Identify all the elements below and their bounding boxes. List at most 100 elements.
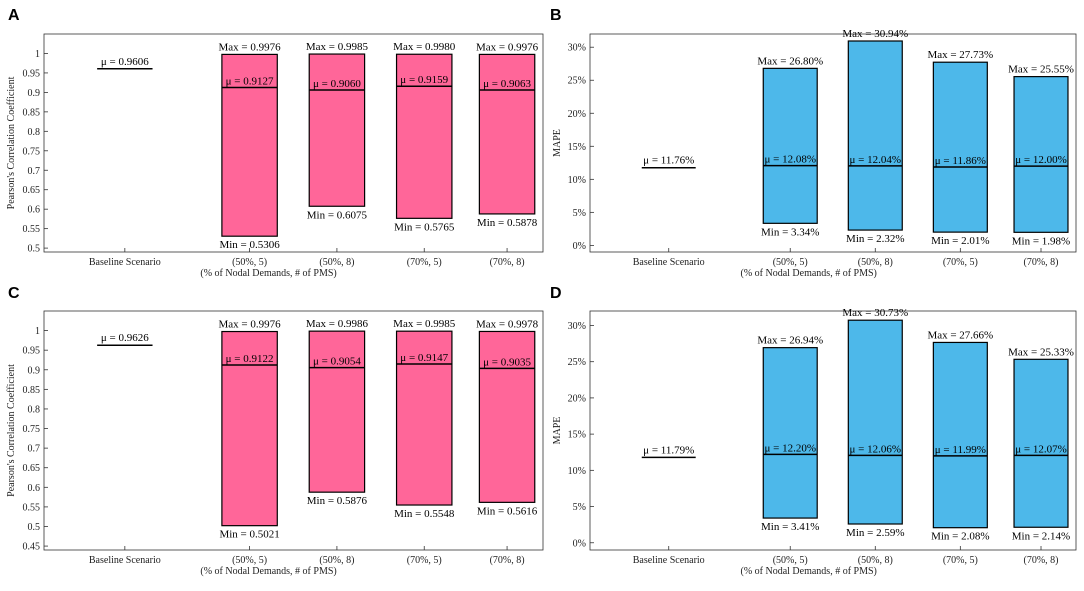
y-tick-label: 0.75: [23, 424, 41, 435]
min-label: Min = 0.5765: [394, 221, 455, 233]
x-tick-label: (50%, 5): [232, 555, 267, 566]
y-tick-label: 0.9: [28, 88, 41, 99]
panel-letter-b: B: [550, 7, 562, 24]
max-label: Max = 0.9976: [219, 319, 282, 331]
mean-label: μ = 0.9122: [226, 353, 274, 365]
x-tick-label: (70%, 5): [407, 555, 442, 566]
y-tick-label: 0.85: [23, 107, 41, 118]
x-tick-label: Baseline Scenario: [89, 257, 161, 268]
range-bar: [478, 330, 536, 503]
mean-label: μ = 12.07%: [1015, 443, 1067, 455]
x-axis-label: (% of Nodal Demands, # of PMS): [741, 268, 877, 279]
range-bar: [847, 319, 903, 525]
plot-frame: [589, 33, 1077, 253]
max-label: Max = 0.9976: [219, 41, 282, 53]
y-tick-label: 0.7: [28, 444, 41, 455]
y-tick-label: 25%: [568, 357, 586, 368]
plot-frame: [43, 33, 544, 253]
y-tick-label: 1: [35, 49, 40, 60]
min-label: Min = 2.14%: [1012, 530, 1070, 542]
y-tick-label: 30%: [568, 43, 586, 54]
y-tick-label: 1: [35, 326, 40, 337]
y-tick-label: 0.5: [28, 522, 41, 533]
y-tick-label: 0.6: [28, 483, 41, 494]
y-tick-label: 0.9: [28, 365, 41, 376]
min-label: Min = 0.5616: [477, 505, 538, 517]
range-bar: [762, 347, 818, 519]
x-tick-label: Baseline Scenario: [89, 555, 161, 566]
panel-letter-c: C: [8, 285, 20, 302]
y-axis-label: Pearson's Correlation Coefficient: [6, 364, 17, 497]
x-tick-label: (50%, 5): [773, 555, 808, 566]
x-tick-label: (50%, 8): [858, 555, 893, 566]
range-bar: [932, 61, 988, 233]
y-tick-label: 25%: [568, 76, 586, 87]
y-tick-label: 20%: [568, 393, 586, 404]
x-tick-label: (70%, 8): [1024, 257, 1059, 268]
x-tick-label: (50%, 8): [858, 257, 893, 268]
baseline-mean-label: μ = 0.9606: [101, 56, 149, 68]
x-tick-label: (70%, 8): [490, 257, 525, 268]
min-label: Min = 2.08%: [931, 531, 989, 543]
mean-label: μ = 12.20%: [764, 442, 816, 454]
x-tick-label: Baseline Scenario: [633, 257, 705, 268]
min-label: Min = 2.01%: [931, 235, 989, 247]
mean-label: μ = 11.99%: [935, 444, 986, 456]
x-tick-label: (70%, 5): [407, 257, 442, 268]
y-tick-label: 0.7: [28, 166, 41, 177]
panel-b: B 0% 5% 10% 15% 20% 25% 30% MAPE Baseline Scenar…: [550, 7, 1077, 279]
range-bar: [847, 40, 903, 231]
min-label: Min = 2.59%: [846, 527, 904, 539]
y-tick-label: 0.95: [23, 346, 41, 357]
max-label: Max = 0.9985: [393, 318, 456, 330]
max-label: Max = 25.33%: [1008, 346, 1074, 358]
range-bar: [1013, 76, 1069, 233]
baseline-mean-label: μ = 0.9626: [101, 332, 149, 344]
range-bar: [395, 330, 453, 506]
mean-label: μ = 0.9159: [400, 74, 448, 86]
x-tick-label: (70%, 8): [490, 555, 525, 566]
plot-frame: [43, 310, 544, 551]
y-tick-label: 0.65: [23, 185, 41, 196]
mean-label: μ = 11.86%: [935, 155, 986, 167]
range-bar: [1013, 358, 1069, 528]
y-tick-label: 0.8: [28, 127, 41, 138]
y-tick-label: 0.45: [23, 542, 41, 553]
range-bar: [762, 67, 818, 224]
mean-label: μ = 12.06%: [850, 443, 902, 455]
y-tick-label: 15%: [568, 142, 586, 153]
y-tick-label: 30%: [568, 321, 586, 332]
mean-label: μ = 12.04%: [850, 154, 902, 166]
y-tick-label: 0.95: [23, 68, 41, 79]
mean-label: μ = 0.9035: [483, 356, 531, 368]
min-label: Min = 0.5878: [477, 217, 538, 229]
y-tick-label: 0%: [573, 538, 586, 549]
panel-d: D 0% 5% 10% 15% 20% 25% 30% MAPE Baseline Scenar…: [550, 285, 1077, 577]
y-tick-label: 5%: [573, 208, 586, 219]
baseline-mean-label: μ = 11.79%: [643, 444, 694, 456]
max-label: Max = 27.73%: [927, 49, 993, 61]
min-label: Min = 0.6075: [307, 209, 368, 221]
range-bar: [932, 341, 988, 529]
x-tick-label: (70%, 5): [943, 555, 978, 566]
max-label: Max = 26.94%: [757, 335, 823, 347]
mean-label: μ = 0.9054: [313, 356, 361, 368]
x-tick-label: (50%, 8): [319, 555, 354, 566]
y-tick-label: 15%: [568, 430, 586, 441]
y-axis-label: Pearson's Correlation Coefficient: [6, 76, 17, 209]
min-label: Min = 2.32%: [846, 233, 904, 245]
x-axis-label: (% of Nodal Demands, # of PMS): [741, 566, 877, 577]
y-tick-label: 0.55: [23, 224, 41, 235]
chart-c: 0.45 0.5 0.55 0.6 0.65 0.7 0.75 0.8 0.85 0.9 0.95 1…: [6, 310, 544, 577]
y-tick-label: 0.8: [28, 404, 41, 415]
max-label: Max = 30.94%: [842, 28, 908, 40]
mean-label: μ = 0.9060: [313, 78, 361, 90]
mean-label: μ = 0.9147: [400, 352, 448, 364]
y-axis-label: MAPE: [552, 129, 563, 157]
range-bar: [395, 53, 453, 219]
range-bar: [308, 53, 366, 207]
y-tick-label: 0%: [573, 241, 586, 252]
min-label: Min = 3.41%: [761, 521, 819, 533]
max-label: Max = 0.9978: [476, 318, 539, 330]
